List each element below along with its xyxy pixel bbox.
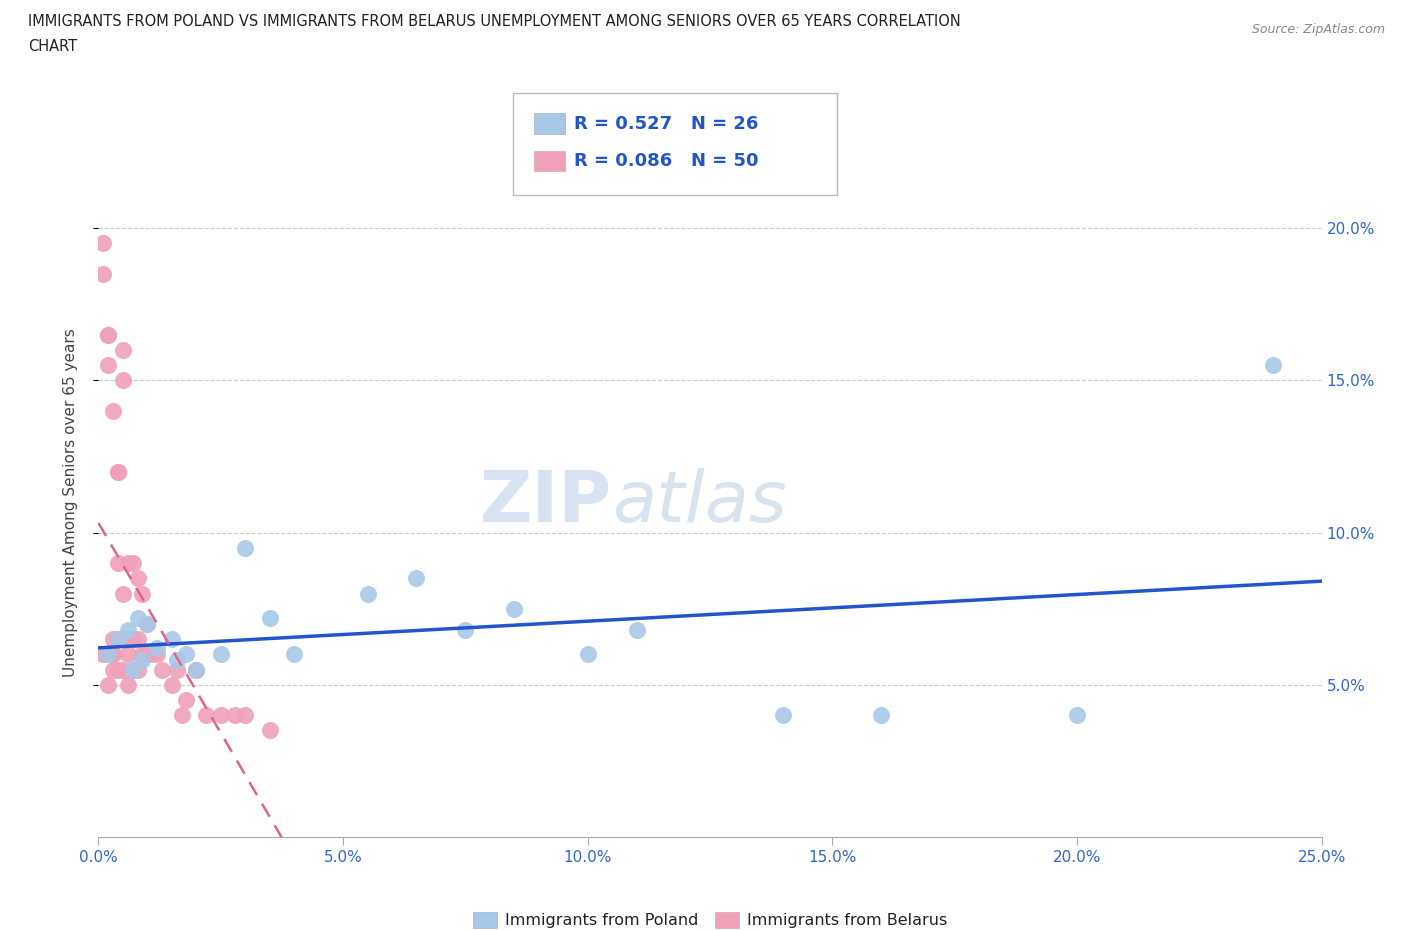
Point (136, 617, 159, 631)
Point (870, 708, 893, 723)
Point (107, 662, 129, 677)
Text: IMMIGRANTS FROM POLAND VS IMMIGRANTS FROM BELARUS UNEMPLOYMENT AMONG SENIORS OVE: IMMIGRANTS FROM POLAND VS IMMIGRANTS FRO… (28, 14, 960, 29)
Point (131, 653, 153, 668)
Point (97, 327, 120, 342)
Point (136, 617, 159, 631)
Point (283, 647, 305, 662)
Point (101, 631, 124, 646)
Point (117, 555, 139, 570)
Text: atlas: atlas (612, 468, 787, 537)
Point (107, 631, 129, 646)
Point (136, 647, 159, 662)
Point (233, 708, 256, 723)
Point (107, 464, 129, 479)
Point (1261, 358, 1284, 373)
Point (127, 610, 149, 625)
Point (111, 342, 134, 357)
Point (176, 693, 198, 708)
Text: CHART: CHART (28, 39, 77, 54)
Point (101, 647, 124, 662)
Point (97, 327, 120, 342)
Point (405, 571, 427, 586)
Point (503, 602, 526, 617)
Point (97, 647, 120, 662)
Point (117, 677, 139, 692)
Text: Source: ZipAtlas.com: Source: ZipAtlas.com (1251, 23, 1385, 36)
Point (97, 677, 120, 692)
Point (1066, 708, 1088, 723)
Y-axis label: Unemployment Among Seniors over 65 years: Unemployment Among Seniors over 65 years (63, 328, 77, 677)
Point (97, 647, 120, 662)
Legend: Immigrants from Poland, Immigrants from Belarus: Immigrants from Poland, Immigrants from … (467, 905, 953, 930)
Point (259, 610, 281, 625)
Point (146, 647, 169, 662)
Point (576, 647, 599, 662)
Point (101, 404, 124, 418)
Point (121, 662, 143, 677)
Point (127, 631, 149, 646)
Point (146, 641, 169, 656)
Point (195, 708, 218, 723)
Text: ZIP: ZIP (479, 468, 612, 537)
Point (121, 631, 143, 646)
Point (160, 677, 183, 692)
Point (166, 662, 188, 677)
Point (111, 631, 134, 646)
Point (186, 662, 208, 677)
Point (224, 708, 246, 723)
Text: R = 0.086   N = 50: R = 0.086 N = 50 (574, 152, 758, 170)
Point (97, 358, 120, 373)
Point (209, 708, 232, 723)
Point (107, 464, 129, 479)
Point (101, 662, 124, 677)
Point (127, 571, 149, 586)
Point (160, 631, 183, 646)
Point (356, 586, 378, 601)
Point (111, 662, 134, 677)
Point (91, 647, 114, 662)
Point (626, 622, 648, 637)
Point (141, 647, 163, 662)
Point (107, 555, 129, 570)
Point (186, 662, 208, 677)
Point (117, 647, 139, 662)
Point (107, 631, 129, 646)
Point (150, 662, 173, 677)
Point (166, 653, 188, 668)
Point (772, 708, 794, 723)
Point (131, 586, 153, 601)
Point (170, 708, 193, 723)
Point (117, 622, 139, 637)
Point (111, 373, 134, 388)
Point (127, 662, 149, 677)
Point (233, 540, 256, 555)
Point (131, 647, 153, 662)
Point (121, 662, 143, 677)
Point (259, 723, 281, 737)
Point (91, 267, 114, 282)
Point (121, 555, 143, 570)
Point (111, 586, 134, 601)
Point (454, 622, 477, 637)
Point (101, 647, 124, 662)
Point (209, 647, 232, 662)
Text: R = 0.527   N = 26: R = 0.527 N = 26 (574, 114, 758, 133)
Point (117, 631, 139, 646)
Point (176, 647, 198, 662)
Point (91, 236, 114, 251)
